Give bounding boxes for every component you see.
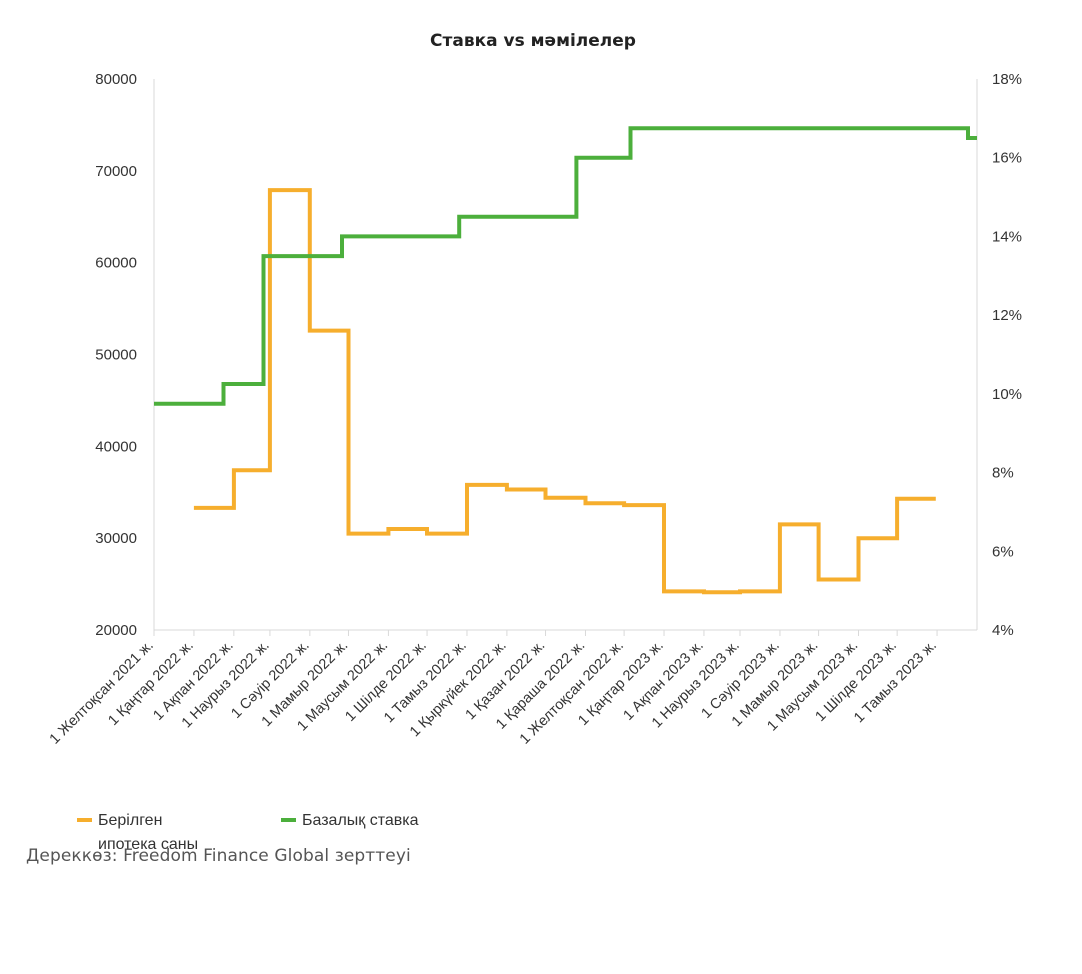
y-left-tick-label: 80000 [95,71,137,88]
y-left-tick-label: 70000 [95,163,137,180]
series-line-mortgages [193,188,936,595]
y-left-tick-label: 20000 [95,622,137,639]
y-right-tick-label: 10% [992,386,1022,403]
axes: 20000 30000 40000 50000 60000 70000 80000 4% 6% 8… [47,71,1022,748]
legend-mortgage-label-2: ипотека саны [98,836,198,853]
y-right-tick-label: 14% [992,228,1022,245]
y-left-tick-label: 40000 [95,438,137,455]
series-line-base-rate [154,126,977,406]
chart-title: Ставка vs мәмілелер [430,31,636,51]
y-left-tick-label: 50000 [95,347,137,364]
y-left-tick-label: 30000 [95,530,137,547]
y-right-tick-label: 4% [992,622,1014,639]
y-right-tick-label: 16% [992,150,1022,167]
series-layer [154,126,977,595]
y-right-tick-label: 12% [992,307,1022,324]
y-right-tick-label: 6% [992,543,1014,560]
y-left-tick-label: 60000 [95,255,137,272]
y-right-tick-label: 18% [992,71,1022,88]
legend: Берілген ипотека саны Базалық ставка [77,812,419,853]
y-right-tick-label: 8% [992,465,1014,482]
legend-rate-label: Базалық ставка [302,812,419,829]
legend-mortgage-label-1: Берілген [98,812,162,829]
source-note: Дереккөз: Freedom Finance Global зерттеу… [26,846,411,866]
